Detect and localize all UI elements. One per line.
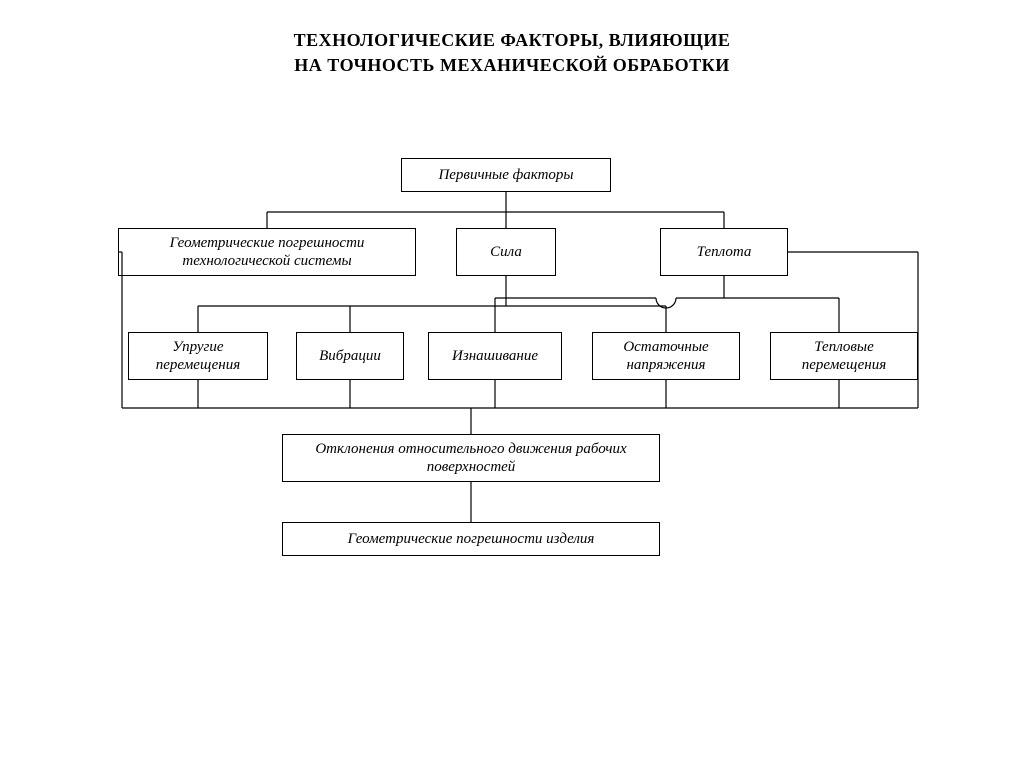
title-line-1: ТЕХНОЛОГИЧЕСКИЕ ФАКТОРЫ, ВЛИЯЮЩИЕ xyxy=(294,30,731,50)
title-line-2: НА ТОЧНОСТЬ МЕХАНИЧЕСКОЙ ОБРАБОТКИ xyxy=(294,55,729,75)
node-wear: Изнашивание xyxy=(428,332,562,380)
node-primary: Первичные факторы xyxy=(401,158,611,192)
node-deviation: Отклонения относительного движения рабоч… xyxy=(282,434,660,482)
node-force: Сила xyxy=(456,228,556,276)
diagram-title: ТЕХНОЛОГИЧЕСКИЕ ФАКТОРЫ, ВЛИЯЮЩИЕ НА ТОЧ… xyxy=(0,28,1024,78)
node-elastic: Упругие перемещения xyxy=(128,332,268,380)
node-vibration: Вибрации xyxy=(296,332,404,380)
node-geom-prod: Геометрические погрешности изделия xyxy=(282,522,660,556)
connector-lines xyxy=(0,0,1024,767)
node-geom: Геометрические погрешности технологическ… xyxy=(118,228,416,276)
node-residual: Остаточные напряжения xyxy=(592,332,740,380)
node-heat: Теплота xyxy=(660,228,788,276)
node-thermal: Тепловые перемещения xyxy=(770,332,918,380)
